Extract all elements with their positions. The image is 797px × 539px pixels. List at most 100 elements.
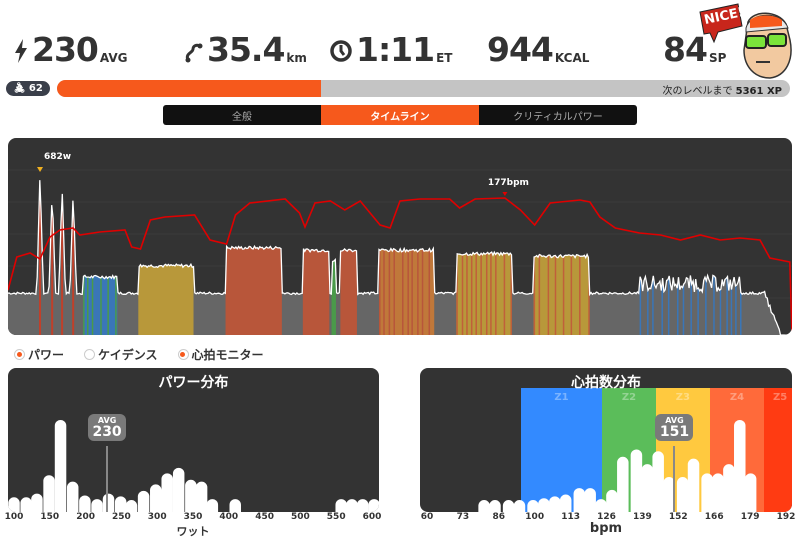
histogram-bar	[559, 494, 572, 512]
tab-timeline[interactable]: タイムライン	[321, 105, 479, 125]
histogram-bar	[734, 420, 746, 512]
power-zone-block	[331, 180, 336, 335]
avg-power-marker: AVG 230	[88, 414, 127, 441]
legend-cadence-toggle[interactable]: ケイデンス	[84, 346, 158, 363]
power-zone-block	[302, 180, 330, 335]
avatar: NICE!	[698, 0, 797, 80]
axis-tick-label: 192	[776, 512, 796, 522]
histogram-bar	[641, 464, 654, 512]
histogram-bar	[712, 473, 724, 512]
axis-tick-label: 450	[255, 512, 274, 522]
histogram-bar	[687, 458, 700, 512]
power-zone-block	[340, 180, 357, 335]
histogram-bar	[161, 473, 173, 512]
power-histogram	[8, 420, 379, 512]
route-icon	[185, 43, 203, 63]
zone-stripe	[461, 180, 464, 335]
xp-label: 次のレベルまで	[662, 86, 733, 97]
stat-value: 944	[487, 30, 554, 69]
histogram-bar	[125, 500, 138, 512]
legend-label: 心拍モニター	[191, 348, 264, 362]
radio-icon[interactable]	[84, 349, 96, 360]
zone-stripe	[393, 180, 395, 335]
power-zone-block	[639, 180, 741, 335]
power-zone-block	[138, 180, 194, 335]
histogram-bar	[8, 497, 20, 512]
zone-stripe	[719, 180, 722, 335]
heart-rate-distribution-panel: Z1 Z2 Z3 Z4 Z5 心拍数分布 AVG 151	[420, 368, 792, 512]
tab-critical-power[interactable]: クリティカルパワー	[479, 105, 637, 125]
histogram-bar	[502, 500, 515, 512]
legend-label: パワー	[28, 348, 65, 362]
stat-unit: km	[286, 51, 307, 65]
stat-distance: 35.4 km	[185, 32, 307, 68]
axis-tick-label: 550	[326, 512, 346, 522]
legend-heart-rate-toggle[interactable]: 心拍モニター	[177, 346, 264, 363]
clock-icon	[330, 40, 352, 62]
histogram-bar	[137, 490, 150, 512]
histogram-bar	[595, 499, 607, 512]
zone-stripe	[421, 180, 424, 335]
stat-unit: SP	[708, 51, 727, 65]
zone-label: Z5	[773, 392, 788, 403]
zone-stripe	[83, 180, 85, 335]
zone-stripe	[588, 180, 590, 335]
peak-hr-marker	[502, 192, 508, 196]
stat-value: 1:11	[356, 30, 435, 69]
zone-label: Z3	[675, 392, 691, 403]
axis-tick-label: 350	[183, 512, 203, 522]
power-line	[8, 180, 792, 335]
axis-tick-label: 60	[420, 512, 434, 522]
histogram-bar	[368, 499, 379, 512]
stat-value: 84	[663, 30, 708, 69]
axis-tick-label: 600	[362, 512, 382, 522]
zone-stripe	[490, 180, 492, 335]
view-tabs: 全般 タイムライン クリティカルパワー	[163, 105, 637, 125]
zone-stripe	[735, 180, 737, 335]
hr-axis-title: bpm	[589, 521, 623, 536]
histogram-bar	[43, 475, 55, 512]
stat-sport-points: 84 SP	[663, 32, 726, 68]
zone-label: Z1	[554, 392, 569, 403]
histogram-bar	[346, 499, 358, 512]
timeline-chart[interactable]: 682w 177bpm	[8, 138, 792, 335]
histogram-bar	[206, 499, 219, 512]
histogram-bar	[701, 473, 713, 512]
axis-tick-label: 86	[492, 512, 506, 522]
zone-stripe	[485, 180, 488, 335]
zone-stripe	[661, 180, 663, 335]
tab-overview[interactable]: 全般	[163, 105, 321, 125]
histogram-bar	[478, 500, 490, 512]
legend-power-toggle[interactable]: パワー	[14, 346, 64, 363]
radio-icon[interactable]	[14, 349, 25, 360]
axis-tick-label: 113	[561, 512, 580, 522]
zone-stripe	[456, 180, 458, 335]
zone-stripe	[388, 180, 391, 335]
zone-stripe	[713, 180, 715, 335]
zone-stripe	[470, 180, 473, 335]
histogram-bar	[335, 499, 347, 512]
histogram-bar	[79, 495, 91, 512]
histogram-bar	[527, 500, 539, 512]
zone-stripe	[547, 180, 550, 335]
radio-icon[interactable]	[177, 349, 189, 360]
histogram-bar	[549, 496, 561, 512]
zone-stripe	[91, 180, 94, 335]
peak-power-marker	[37, 167, 44, 173]
stat-unit: KCAL	[554, 51, 590, 65]
zone-stripe	[428, 180, 431, 335]
histogram-bar	[114, 496, 127, 512]
zone-stripe	[740, 180, 742, 335]
power-axis-title: ワット	[176, 525, 210, 538]
zone-stripe	[682, 180, 685, 335]
histogram-bar	[66, 481, 79, 512]
zone-stripe	[538, 180, 541, 335]
stat-calories: 944 KCAL	[487, 32, 589, 68]
zone-stripe	[730, 180, 733, 335]
cyclist-icon: 🚴︎	[13, 83, 26, 94]
zone-stripe	[726, 180, 728, 335]
power-zone-block	[225, 180, 282, 335]
zone-stripe	[407, 180, 409, 335]
avg-line	[673, 446, 676, 512]
axis-tick-label: 73	[456, 512, 470, 522]
